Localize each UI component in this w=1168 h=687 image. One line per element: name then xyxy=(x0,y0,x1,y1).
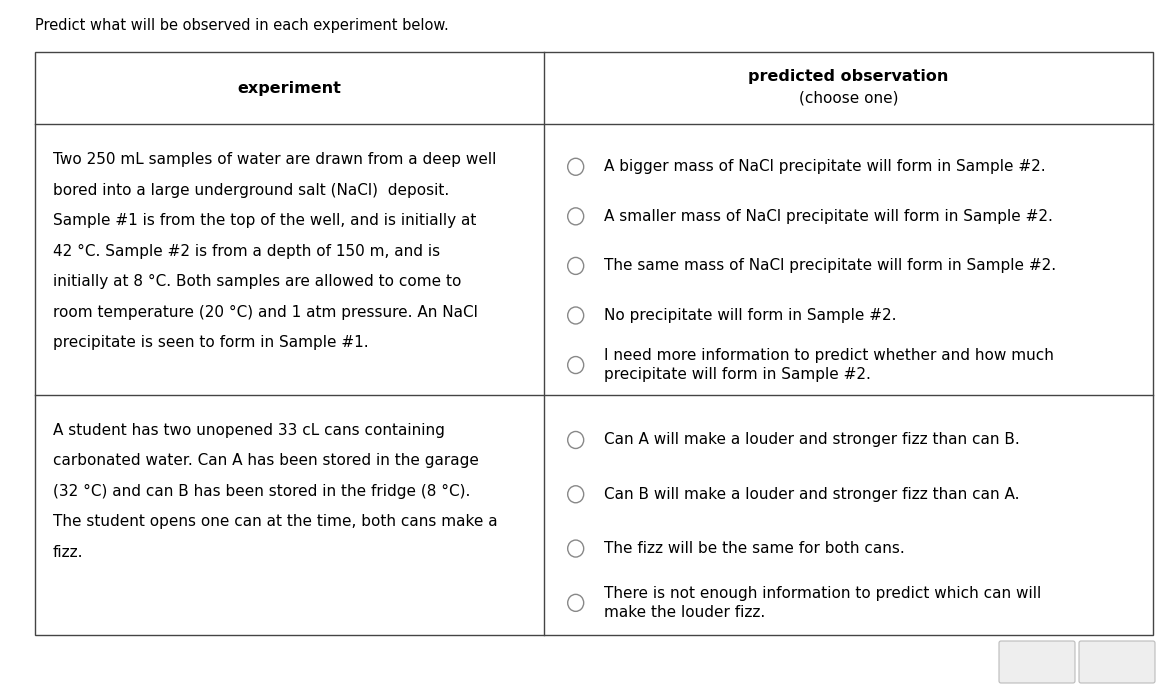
Text: The student opens one can at the time, both cans make a: The student opens one can at the time, b… xyxy=(53,515,498,529)
Text: precipitate is seen to form in Sample #1.: precipitate is seen to form in Sample #1… xyxy=(53,335,369,350)
Text: The fizz will be the same for both cans.: The fizz will be the same for both cans. xyxy=(604,541,904,556)
Text: experiment: experiment xyxy=(237,80,341,95)
Text: (choose one): (choose one) xyxy=(799,91,898,106)
Text: A smaller mass of NaCl precipitate will form in Sample #2.: A smaller mass of NaCl precipitate will … xyxy=(604,209,1052,224)
Text: A student has two unopened 33 cL cans containing: A student has two unopened 33 cL cans co… xyxy=(53,423,445,438)
Bar xyxy=(35,52,1153,635)
Text: predicted observation: predicted observation xyxy=(749,69,948,84)
Text: bored into a large underground salt (NaCl)  deposit.: bored into a large underground salt (NaC… xyxy=(53,183,450,197)
Text: There is not enough information to predict which can will
make the louder fizz.: There is not enough information to predi… xyxy=(604,586,1041,620)
Text: Sample #1 is from the top of the well, and is initially at: Sample #1 is from the top of the well, a… xyxy=(53,213,477,228)
Text: 42 °C. Sample #2 is from a depth of 150 m, and is: 42 °C. Sample #2 is from a depth of 150 … xyxy=(53,243,440,258)
Text: (32 °C) and can B has been stored in the fridge (8 °C).: (32 °C) and can B has been stored in the… xyxy=(53,484,471,499)
Text: Can B will make a louder and stronger fizz than can A.: Can B will make a louder and stronger fi… xyxy=(604,487,1020,502)
Text: carbonated water. Can A has been stored in the garage: carbonated water. Can A has been stored … xyxy=(53,453,479,469)
Text: I need more information to predict whether and how much
precipitate will form in: I need more information to predict wheth… xyxy=(604,348,1054,382)
Text: A bigger mass of NaCl precipitate will form in Sample #2.: A bigger mass of NaCl precipitate will f… xyxy=(604,159,1045,174)
Text: ↺: ↺ xyxy=(1110,653,1125,671)
Text: Two 250 mL samples of water are drawn from a deep well: Two 250 mL samples of water are drawn fr… xyxy=(53,152,496,167)
Text: initially at 8 °C. Both samples are allowed to come to: initially at 8 °C. Both samples are allo… xyxy=(53,274,461,289)
FancyBboxPatch shape xyxy=(999,641,1075,683)
Text: The same mass of NaCl precipitate will form in Sample #2.: The same mass of NaCl precipitate will f… xyxy=(604,258,1056,273)
FancyBboxPatch shape xyxy=(1079,641,1155,683)
Text: Predict what will be observed in each experiment below.: Predict what will be observed in each ex… xyxy=(35,18,449,33)
Text: room temperature (20 °C) and 1 atm pressure. An NaCl: room temperature (20 °C) and 1 atm press… xyxy=(53,304,478,319)
Text: fizz.: fizz. xyxy=(53,545,83,560)
Text: ×: × xyxy=(1030,653,1044,671)
Text: No precipitate will form in Sample #2.: No precipitate will form in Sample #2. xyxy=(604,308,896,323)
Text: Can A will make a louder and stronger fizz than can B.: Can A will make a louder and stronger fi… xyxy=(604,433,1020,447)
